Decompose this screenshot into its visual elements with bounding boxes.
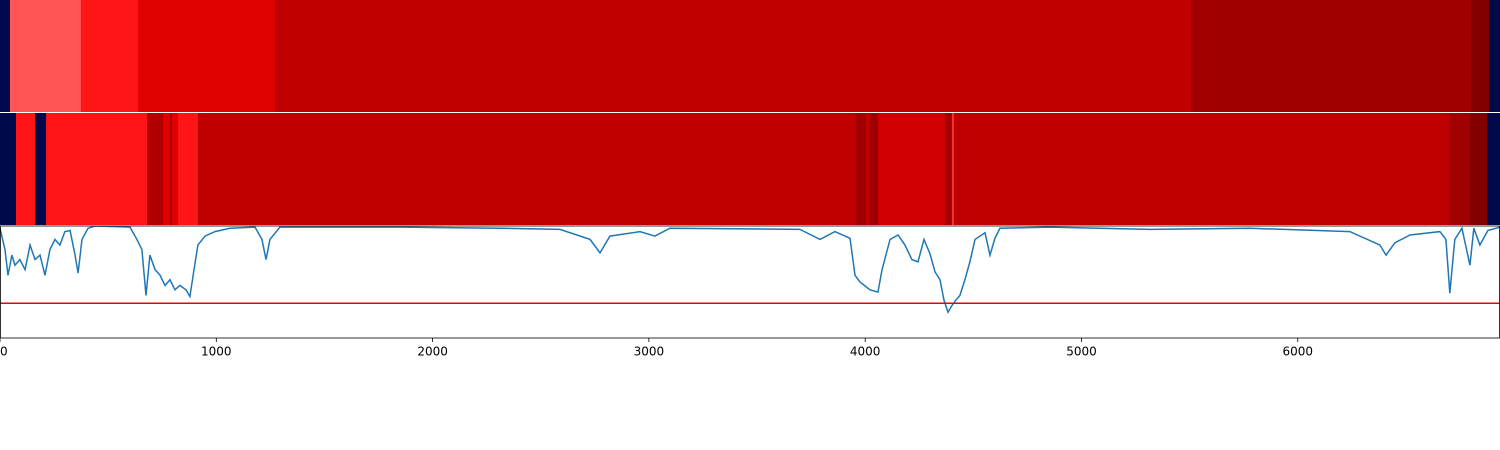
strip-segment: [944, 113, 953, 225]
strip-segment: [46, 113, 148, 225]
strip-segment: [1450, 113, 1471, 225]
strip-segment: [163, 113, 171, 225]
strip-segment: [0, 113, 17, 225]
axes-frame: [0, 225, 1500, 339]
strip-segment: [170, 113, 173, 225]
strip-segment: [855, 113, 867, 225]
strip-segment: [1190, 0, 1472, 112]
x-tick-label: 1000: [201, 345, 232, 359]
data-line: [0, 226, 1500, 315]
strip-segment: [178, 113, 199, 225]
strip-segment: [1487, 113, 1500, 225]
strip-segment: [35, 113, 47, 225]
x-tick-label: 3000: [634, 345, 665, 359]
strip-segment: [1469, 113, 1488, 225]
strip-segment: [9, 0, 82, 112]
strip-segment: [1488, 0, 1500, 112]
strip-segment: [197, 113, 857, 225]
x-tick-label: 5000: [1066, 345, 1097, 359]
strip-segment: [953, 113, 1451, 225]
strip-segment: [869, 113, 879, 225]
strip-segment: [171, 113, 179, 225]
strip-segment: [0, 0, 11, 112]
x-tick-label: 6000: [1282, 345, 1313, 359]
strip-segment: [1471, 0, 1490, 112]
strip-segment: [137, 0, 276, 112]
x-tick-label: 4000: [850, 345, 881, 359]
strip-segment: [951, 113, 955, 225]
strip-segment: [274, 0, 1192, 112]
x-tick-label: 0: [0, 345, 8, 359]
strip-segment: [866, 113, 871, 225]
x-tick-label: 2000: [417, 345, 448, 359]
strip-segment: [16, 113, 36, 225]
strip-segment: [147, 113, 164, 225]
strip-segment: [877, 113, 946, 225]
strip-segment: [80, 0, 139, 112]
